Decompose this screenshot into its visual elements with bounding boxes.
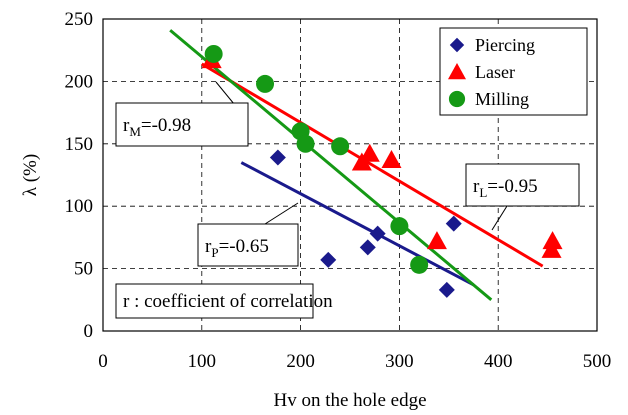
legend-label-milling: Milling (475, 89, 529, 109)
annotation-milling: rM=-0.98 (115, 81, 249, 147)
data-point-laser (359, 143, 380, 162)
annotation-text-piercing: rP=-0.65 (205, 236, 269, 260)
y-tick-label: 100 (65, 196, 94, 217)
annotation-box-laser (465, 163, 580, 207)
data-point-milling (256, 74, 275, 93)
annotation-box-milling (115, 102, 249, 147)
data-point-piercing (359, 239, 376, 256)
data-point-piercing (369, 225, 386, 242)
legend-marker-milling (448, 90, 466, 108)
data-point-milling (296, 134, 315, 153)
data-point-milling (204, 44, 223, 63)
correlation-note-box (115, 283, 314, 319)
y-tick-label: 50 (74, 259, 93, 280)
x-tick-label: 500 (583, 351, 612, 372)
annotation-text-laser: rL=-0.95 (473, 176, 538, 200)
y-tick-label: 150 (65, 134, 94, 155)
data-point-milling (331, 137, 350, 156)
x-tick-label: 200 (286, 351, 315, 372)
data-point-milling (410, 255, 429, 274)
correlation-note-text: r : coefficient of correlation (123, 291, 333, 312)
data-point-laser (542, 231, 563, 250)
data-point-piercing (445, 215, 462, 232)
x-tick-label: 0 (98, 351, 108, 372)
x-tick-label: 100 (188, 351, 217, 372)
legend-marker-laser (448, 63, 466, 80)
trend-line-laser (201, 62, 544, 268)
annotation-leader-piercing (264, 202, 299, 225)
data-point-milling (390, 217, 409, 236)
y-tick-label: 250 (65, 9, 94, 30)
correlation-note: r : coefficient of correlation (115, 283, 333, 319)
legend-label-piercing: Piercing (475, 35, 535, 55)
data-point-piercing (438, 281, 455, 298)
x-axis-label: Hv on the hole edge (273, 390, 426, 411)
data-point-laser (426, 231, 447, 250)
data-point-piercing (320, 251, 337, 268)
data-point-laser (381, 150, 402, 169)
annotation-leader-laser (491, 205, 508, 231)
data-point-piercing (269, 149, 286, 166)
trend-line-milling (169, 29, 493, 301)
legend-label-laser: Laser (475, 62, 515, 82)
data-points (201, 44, 563, 298)
legend: Piercing Laser Milling (439, 27, 588, 116)
tick-labels: 0 100 200 300 400 500 0 50 100 150 200 250 (65, 9, 612, 372)
plot-frame (102, 18, 598, 332)
correlation-annotations: rM=-0.98 rP=-0.65 rL=-0.95 (115, 81, 580, 267)
annotation-text-milling: rM=-0.98 (123, 115, 191, 139)
y-axis-label: λ (%) (20, 154, 41, 196)
legend-marker-piercing (449, 37, 465, 53)
annotation-piercing: rP=-0.65 (197, 202, 299, 267)
trend-line-piercing (240, 161, 475, 287)
annotation-box-piercing (197, 223, 299, 267)
y-tick-label: 200 (65, 71, 94, 92)
x-tick-label: 400 (484, 351, 513, 372)
trend-lines (169, 29, 544, 301)
y-tick-label: 0 (84, 321, 94, 342)
x-tick-label: 300 (385, 351, 414, 372)
annotation-laser: rL=-0.95 (465, 163, 580, 231)
